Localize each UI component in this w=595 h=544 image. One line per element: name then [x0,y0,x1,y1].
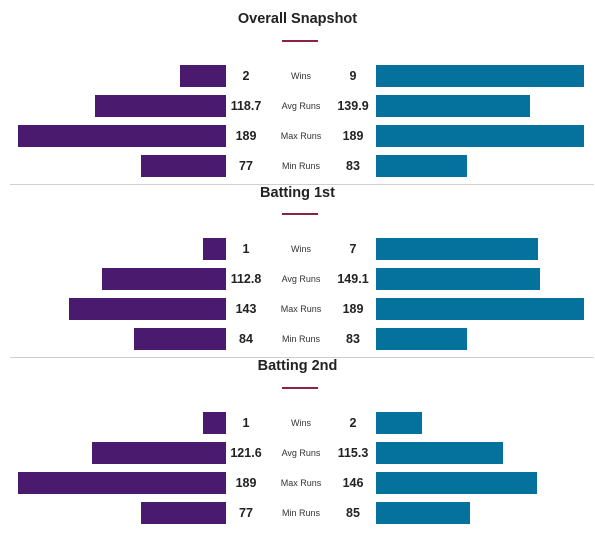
section-divider [10,184,594,185]
left-value: 118.7 [230,99,262,113]
right-bar [376,502,470,524]
stat-row-min-runs: 77 Min Runs 83 [0,155,595,177]
stat-row-min-runs: 84 Min Runs 83 [0,328,595,350]
left-bar [92,442,226,464]
stat-row-wins: 2 Wins 9 [0,65,595,87]
stat-row-wins: 1 Wins 7 [0,238,595,260]
right-value: 149.1 [337,272,369,286]
stat-row-avg-runs: 121.6 Avg Runs 115.3 [0,442,595,464]
right-bar [376,472,537,494]
stat-row-max-runs: 189 Max Runs 146 [0,472,595,494]
stat-label: Avg Runs [281,274,321,284]
title-underline [282,213,318,215]
stat-label: Wins [291,418,311,428]
right-value: 85 [346,506,360,520]
stat-row-max-runs: 143 Max Runs 189 [0,298,595,320]
right-bar [376,412,423,434]
left-value: 1 [242,242,250,256]
stat-label: Min Runs [281,161,320,171]
right-bar [376,442,503,464]
title-underline [282,387,318,389]
left-bar [202,238,226,260]
left-bar [18,472,226,494]
left-value: 77 [239,159,253,173]
stat-row-avg-runs: 112.8 Avg Runs 149.1 [0,268,595,290]
stat-label: Min Runs [281,508,320,518]
left-value: 143 [235,302,257,316]
right-value: 83 [346,332,360,346]
stat-label: Min Runs [281,334,320,344]
left-value: 189 [235,476,257,490]
right-bar [376,268,541,290]
left-bar [68,298,226,320]
left-bar [95,95,226,117]
left-bar [101,268,226,290]
left-bar [202,412,226,434]
left-value: 84 [239,332,253,346]
stat-label: Max Runs [280,304,322,314]
right-value: 2 [349,416,357,430]
stat-label: Wins [291,71,311,81]
right-value: 9 [349,69,357,83]
right-bar [376,328,468,350]
right-value: 7 [349,242,357,256]
stat-row-max-runs: 189 Max Runs 189 [0,125,595,147]
right-bar [376,298,584,320]
right-bar [376,155,468,177]
right-value: 139.9 [337,99,369,113]
right-value: 83 [346,159,360,173]
right-bar [376,95,530,117]
stat-label: Avg Runs [281,101,321,111]
left-value: 1 [242,416,250,430]
stat-row-wins: 1 Wins 2 [0,412,595,434]
right-value: 115.3 [337,446,369,460]
right-bar [376,125,584,147]
left-bar [179,65,226,87]
section-title: Overall Snapshot [237,11,358,27]
stat-row-avg-runs: 118.7 Avg Runs 139.9 [0,95,595,117]
stat-row-min-runs: 77 Min Runs 85 [0,502,595,524]
title-underline [282,40,318,42]
left-bar [141,502,226,524]
right-bar [376,65,584,87]
section-divider [10,357,594,358]
right-value: 146 [342,476,364,490]
left-value: 121.6 [230,446,262,460]
section-title: Batting 2nd [257,358,338,374]
stat-label: Wins [291,244,311,254]
left-value: 189 [235,129,257,143]
left-value: 2 [242,69,250,83]
right-value: 189 [342,129,364,143]
stat-label: Max Runs [280,478,322,488]
stat-label: Max Runs [280,131,322,141]
left-bar [133,328,226,350]
section-title: Batting 1st [260,185,335,201]
left-value: 77 [239,506,253,520]
left-value: 112.8 [230,272,262,286]
right-value: 189 [342,302,364,316]
right-bar [376,238,538,260]
left-bar [141,155,226,177]
left-bar [18,125,226,147]
stat-label: Avg Runs [281,448,321,458]
